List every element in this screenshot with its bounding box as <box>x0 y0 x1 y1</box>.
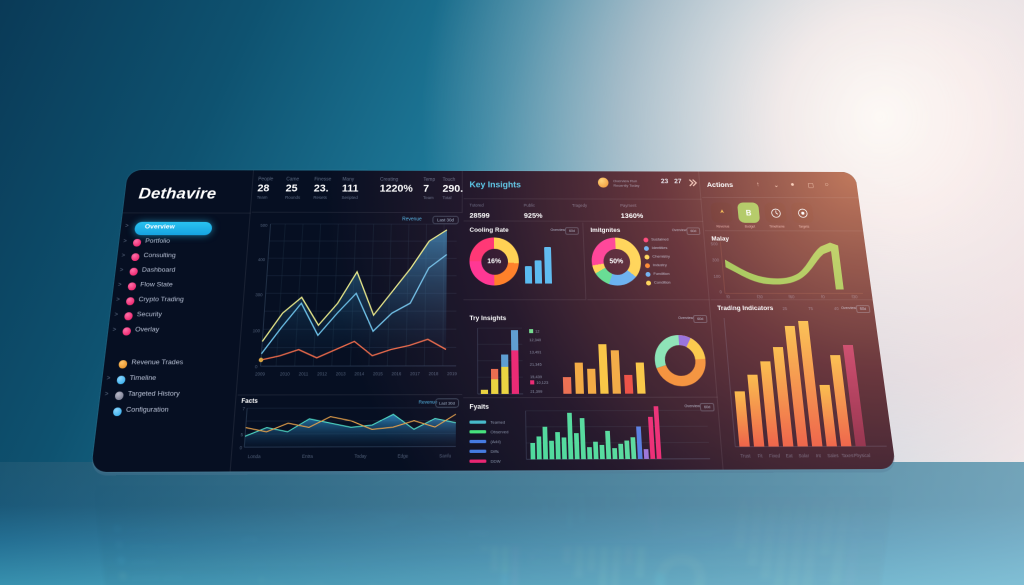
svg-text:100: 100 <box>252 328 261 333</box>
svg-text:2016: 2016 <box>391 564 402 570</box>
svg-text:Fit: Fit <box>757 481 764 487</box>
svg-text:Edge: Edge <box>398 481 410 487</box>
svg-text:15,439: 15,439 <box>530 561 542 566</box>
svg-text:12: 12 <box>535 329 539 333</box>
svg-text:0: 0 <box>719 289 723 294</box>
svg-text:2018: 2018 <box>429 564 440 570</box>
svg-text:Sanfu: Sanfu <box>439 481 451 487</box>
svg-text:f0: f0 <box>726 294 731 299</box>
svg-text:Eat: Eat <box>786 481 794 487</box>
svg-text:300: 300 <box>712 257 720 262</box>
svg-text:Taxes: Taxes <box>841 482 853 488</box>
svg-text:25: 25 <box>782 306 788 311</box>
svg-text:Londa: Londa <box>248 481 262 487</box>
svg-text:f60: f60 <box>788 294 795 299</box>
svg-text:2011: 2011 <box>299 563 309 569</box>
svg-text:50: 50 <box>731 306 737 311</box>
svg-text:Trust: Trust <box>740 481 752 487</box>
svg-text:0: 0 <box>255 571 259 577</box>
svg-text:Fixed: Fixed <box>769 481 781 487</box>
svg-text:300: 300 <box>255 292 263 297</box>
svg-text:400: 400 <box>258 257 266 262</box>
svg-text:f30: f30 <box>757 294 764 299</box>
svg-text:f0: f0 <box>821 294 826 299</box>
svg-text:2019: 2019 <box>447 564 458 570</box>
svg-text:2014: 2014 <box>354 563 365 569</box>
svg-text:2009: 2009 <box>255 563 266 569</box>
svg-text:7: 7 <box>242 528 245 534</box>
svg-text:Today: Today <box>354 481 366 487</box>
svg-text:2010: 2010 <box>280 563 291 569</box>
svg-text:100: 100 <box>713 274 721 279</box>
svg-text:0: 0 <box>239 489 243 495</box>
svg-text:Int: Int <box>816 482 823 488</box>
svg-text:21,399: 21,399 <box>530 546 542 551</box>
svg-text:2012: 2012 <box>317 563 327 569</box>
svg-text:Solar: Solar <box>798 481 810 487</box>
svg-text:2017: 2017 <box>410 564 420 570</box>
svg-text:2015: 2015 <box>373 564 384 570</box>
svg-text:12,340: 12,340 <box>529 338 541 342</box>
svg-text:f30: f30 <box>851 294 858 299</box>
svg-text:13,491: 13,491 <box>530 350 542 354</box>
svg-text:40: 40 <box>834 306 840 311</box>
svg-text:75: 75 <box>756 306 762 311</box>
svg-text:21,345: 21,345 <box>530 573 542 577</box>
svg-text:Sales: Sales <box>827 482 839 488</box>
svg-text:5: 5 <box>240 503 244 509</box>
svg-text:Physical: Physical <box>853 482 870 488</box>
svg-text:Entra: Entra <box>302 481 314 487</box>
svg-text:500: 500 <box>260 223 268 228</box>
svg-text:500: 500 <box>710 241 718 246</box>
svg-text:2013: 2013 <box>336 563 347 569</box>
svg-text:60: 60 <box>859 306 865 311</box>
svg-text:10,123: 10,123 <box>536 555 548 560</box>
svg-text:75: 75 <box>808 306 814 311</box>
